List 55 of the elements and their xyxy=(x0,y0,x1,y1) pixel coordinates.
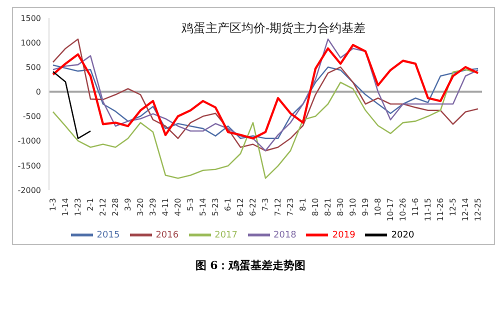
y-tick-label: -500 xyxy=(22,112,41,122)
x-tick-label: 12-5 xyxy=(448,198,458,216)
x-tick-label: 11-26 xyxy=(436,198,446,222)
caption: 图 6：鸡蛋基差走势图 xyxy=(194,258,307,273)
y-tick-label: -2000 xyxy=(18,186,41,195)
x-tick-label: 1-23 xyxy=(74,198,83,216)
x-tick-label: 10-26 xyxy=(398,198,408,222)
x-tick-label: 6-12 xyxy=(236,198,246,216)
x-tick-label: 3-29 xyxy=(148,198,158,216)
x-tick-label: 8-1 xyxy=(298,198,308,212)
x-tick-label: 8-21 xyxy=(324,198,333,216)
x-tick-label: 7-23 xyxy=(286,198,296,216)
legend-label: 2019 xyxy=(332,230,356,240)
x-tick-label: 2-1 xyxy=(86,198,96,212)
x-tick-label: 2-12 xyxy=(98,198,108,216)
x-tick-label: 5-3 xyxy=(186,198,196,212)
y-tick-label: 0 xyxy=(36,88,41,97)
x-tick-label: 4-20 xyxy=(174,198,183,216)
y-tick-label: 500 xyxy=(26,62,41,72)
x-tick-label: 1-14 xyxy=(61,198,70,216)
y-tick-label: -1500 xyxy=(18,161,41,170)
x-tick-label: 3-20 xyxy=(136,198,146,216)
x-tick-label: 12-14 xyxy=(461,198,470,222)
y-tick-label: 1000 xyxy=(20,38,41,48)
x-tick-label: 6-22 xyxy=(248,198,258,216)
legend-label: 2018 xyxy=(274,230,296,240)
x-tick-label: 11-6 xyxy=(411,198,420,216)
x-tick-label: 11-15 xyxy=(424,198,433,222)
x-tick-label: 12-25 xyxy=(474,198,483,222)
x-tick-label: 9-19 xyxy=(361,198,370,216)
line-series xyxy=(52,64,479,140)
x-tick-label: 6-1 xyxy=(224,198,233,212)
line-series xyxy=(52,44,480,140)
x-tick-label: 10-8 xyxy=(374,198,383,216)
x-tick-label: 9-10 xyxy=(348,198,358,216)
x-tick-label: 1-3 xyxy=(48,198,58,212)
legend-label: 2015 xyxy=(96,230,120,240)
legend-label: 2016 xyxy=(156,230,179,240)
chart-title: 鸡蛋主产区均价-期货主力合约基差 xyxy=(181,21,366,35)
line-series xyxy=(52,38,479,152)
x-tick-label: 10-17 xyxy=(386,198,396,222)
x-tick-label: 7-12 xyxy=(274,198,283,216)
x-tick-label: 4-11 xyxy=(161,198,170,216)
y-tick-label: 1500 xyxy=(20,14,41,23)
x-tick-label: 8-10 xyxy=(311,198,320,216)
x-tick-label: 8-30 xyxy=(336,198,346,216)
x-tick-label: 5-23 xyxy=(211,198,220,216)
legend-label: 2020 xyxy=(391,230,414,240)
x-tick-label: 3-9 xyxy=(124,198,133,212)
y-tick-label: -1000 xyxy=(18,136,41,146)
x-tick-label: 5-14 xyxy=(198,198,208,216)
x-tick-label: 2-28 xyxy=(111,198,120,216)
line-series xyxy=(52,70,92,140)
x-tick-label: 7-3 xyxy=(261,198,270,212)
legend-label: 2017 xyxy=(214,230,238,240)
